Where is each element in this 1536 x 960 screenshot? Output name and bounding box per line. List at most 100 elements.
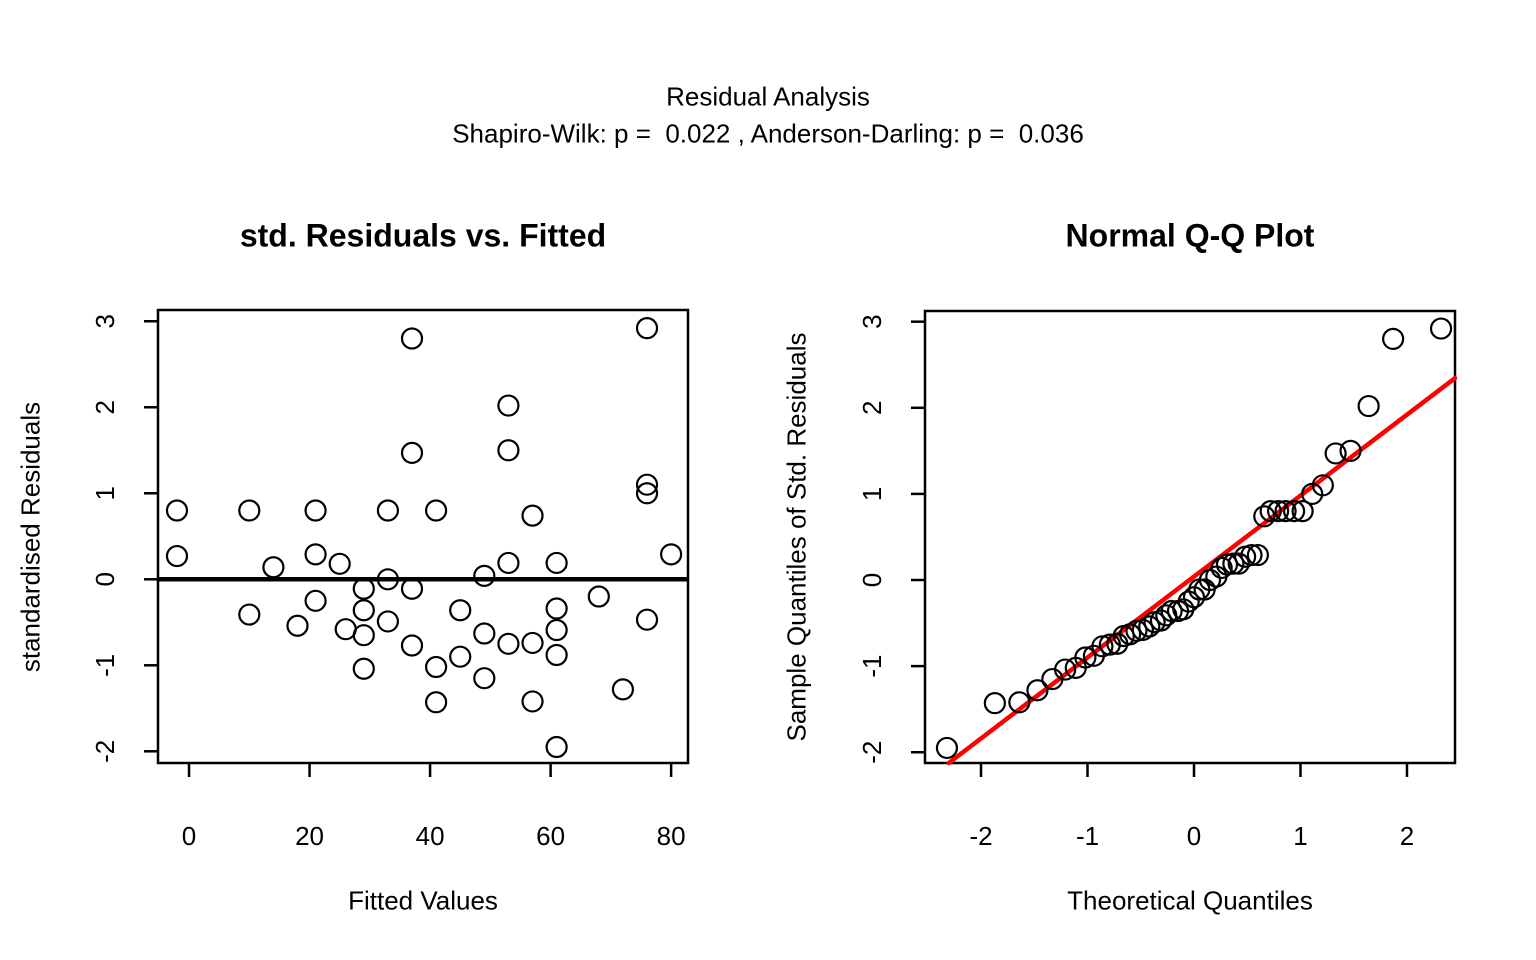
data-point (1222, 552, 1245, 575)
left-panel-title: std. Residuals vs. Fitted (239, 217, 607, 254)
data-point (328, 552, 351, 575)
data-point (545, 618, 568, 642)
data-point (1026, 679, 1049, 702)
data-point (400, 441, 424, 464)
data-point (425, 499, 448, 522)
data-point (352, 657, 375, 680)
data-point (1054, 658, 1077, 681)
data-point (1339, 439, 1362, 462)
data-point (400, 327, 424, 350)
data-point (1324, 442, 1347, 465)
data-point (1125, 619, 1148, 642)
data-point (1282, 500, 1306, 523)
plot-box (923, 309, 1457, 765)
data-point (425, 655, 448, 679)
data-point (376, 610, 399, 633)
data-point (497, 551, 520, 575)
data-point (545, 735, 568, 759)
data-point (611, 678, 635, 701)
x-tick-label: 1 (1293, 821, 1307, 851)
data-point (400, 634, 424, 657)
data-point (238, 603, 261, 626)
data-point (425, 691, 448, 714)
y-tick-label: 0 (857, 573, 887, 587)
data-point (545, 643, 568, 667)
right-x-axis-label: Theoretical Quantiles (1067, 885, 1313, 916)
qq-reference-line (946, 375, 1458, 766)
data-point (1160, 599, 1183, 623)
y-tick-label: 3 (90, 314, 120, 328)
data-point (1138, 615, 1161, 638)
data-point (545, 551, 568, 575)
right-panel-title: Normal Q-Q Plot (1065, 217, 1315, 254)
data-point (352, 599, 375, 622)
y-tick-label: 1 (857, 487, 887, 501)
data-point (1210, 556, 1233, 580)
data-point (1267, 500, 1290, 523)
data-point (304, 499, 327, 522)
y-tick-label: 1 (90, 486, 120, 500)
data-point (165, 499, 189, 522)
data-point (587, 585, 610, 608)
data-point (635, 482, 659, 505)
data-point (334, 618, 357, 641)
x-tick-label: 60 (536, 821, 565, 851)
data-point (935, 736, 959, 760)
data-point (545, 597, 568, 620)
x-tick-label: 0 (182, 821, 196, 851)
data-point (1274, 500, 1297, 523)
data-point (473, 622, 496, 645)
data-point (400, 577, 424, 600)
data-point (473, 564, 496, 587)
figure-subtitle: Shapiro-Wilk: p = 0.022 , Anderson-Darli… (452, 118, 1084, 149)
data-point (983, 692, 1006, 715)
y-tick-label: -1 (857, 655, 887, 678)
data-point (497, 632, 520, 655)
right-y-axis-label: Sample Quantiles of Std. Residuals (781, 332, 812, 742)
y-tick-label: -2 (90, 740, 120, 763)
left-x-axis-label: Fitted Values (348, 885, 498, 916)
x-tick-label: 0 (1187, 821, 1201, 851)
data-point (1253, 505, 1276, 528)
data-point (1074, 646, 1097, 669)
x-tick-label: 40 (416, 821, 445, 851)
data-point (449, 599, 472, 622)
figure-title: Residual Analysis (666, 81, 870, 112)
x-tick-label: -1 (1076, 821, 1099, 851)
data-point (635, 317, 659, 340)
data-point (521, 631, 544, 655)
data-point (1259, 500, 1282, 523)
data-point (1382, 327, 1405, 351)
data-point (304, 543, 327, 566)
data-point (1311, 474, 1334, 497)
data-point (238, 499, 261, 522)
data-point (473, 667, 496, 690)
x-tick-label: 20 (295, 821, 324, 851)
x-tick-label: 80 (657, 821, 686, 851)
y-tick-label: 0 (90, 572, 120, 586)
data-point (449, 645, 472, 668)
data-point (1215, 553, 1239, 576)
y-tick-label: 2 (90, 400, 120, 414)
data-point (1357, 394, 1380, 418)
left-y-axis-label: standardised Residuals (15, 401, 46, 673)
data-point (497, 394, 520, 417)
data-point (1291, 500, 1314, 523)
data-point (352, 577, 375, 600)
y-tick-label: 3 (857, 314, 887, 328)
data-point (165, 544, 189, 568)
y-tick-label: -1 (90, 654, 120, 677)
data-point (497, 439, 520, 462)
plot-box (156, 308, 690, 765)
data-point (635, 473, 659, 496)
data-point (376, 568, 399, 591)
y-tick-label: -2 (857, 741, 887, 764)
data-point (352, 624, 375, 647)
data-point (521, 504, 544, 527)
data-point (1240, 543, 1263, 567)
data-point (1246, 543, 1269, 567)
data-point (660, 543, 683, 566)
y-tick-label: 2 (857, 401, 887, 415)
data-point (304, 589, 327, 612)
